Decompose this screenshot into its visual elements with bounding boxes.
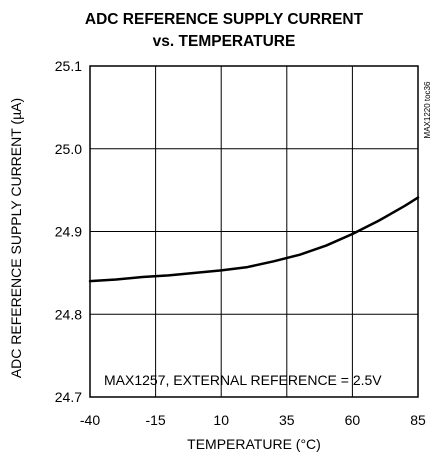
y-tick-label: 24.7 <box>55 389 82 405</box>
y-axis-label: ADC REFERENCE SUPPLY CURRENT (µA) <box>8 98 24 378</box>
series-line <box>88 196 420 283</box>
y-tick-label: 25.1 <box>55 58 82 74</box>
y-tick-label: 25.0 <box>55 141 82 157</box>
x-tick-label: 85 <box>410 412 426 428</box>
y-tick-label: 24.8 <box>55 306 82 322</box>
x-tick-label: 35 <box>279 412 295 428</box>
chart-annotation: MAX1257, EXTERNAL REFERENCE = 2.5V <box>104 372 382 388</box>
plot-frame <box>89 65 419 398</box>
grid <box>90 66 418 397</box>
y-tick-labels: 24.7 24.8 24.9 25.0 25.1 <box>55 58 82 405</box>
chart-title-line1: ADC REFERENCE SUPPLY CURRENT <box>85 11 364 28</box>
figure-code: MAX1220 toc36 <box>423 81 432 138</box>
x-axis-label: TEMPERATURE (°C) <box>187 436 321 452</box>
x-tick-label: 10 <box>213 412 229 428</box>
x-tick-label: -15 <box>145 412 165 428</box>
x-tick-label: -40 <box>80 412 100 428</box>
x-tick-label: 60 <box>345 412 361 428</box>
y-tick-label: 24.9 <box>55 224 82 240</box>
chart-title-line2: vs. TEMPERATURE <box>153 33 296 50</box>
x-tick-labels: -40 -15 10 35 60 85 <box>80 412 426 428</box>
